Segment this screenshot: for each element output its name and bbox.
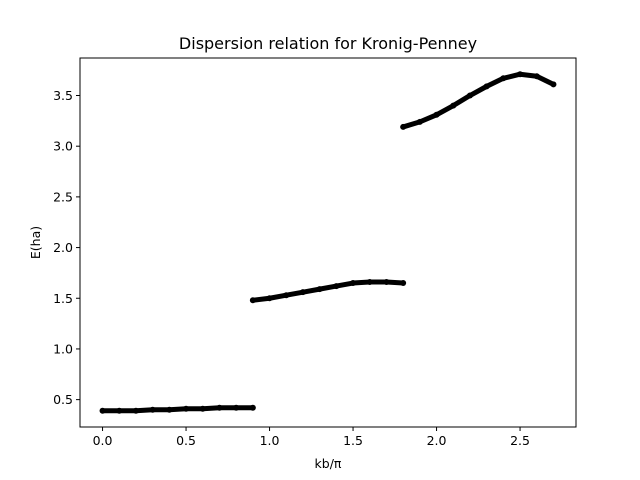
series-layer	[99, 71, 557, 414]
y-axis-label: E(ha)	[28, 226, 43, 259]
data-point	[99, 407, 106, 414]
band-3-curve	[400, 71, 556, 130]
data-point	[333, 283, 340, 290]
data-point	[249, 404, 256, 411]
x-tick-label: 2.0	[427, 433, 447, 448]
data-point	[433, 111, 440, 118]
y-tick-label: 2.5	[53, 189, 73, 204]
data-point	[199, 405, 206, 412]
data-point	[450, 102, 457, 109]
x-axis-ticks: 0.0 0.5 1.0 1.5 2.0 2.5	[93, 427, 530, 448]
y-tick-label: 1.0	[53, 341, 73, 356]
data-point	[149, 406, 156, 413]
data-point	[266, 295, 273, 302]
chart-title: Dispersion relation for Kronig-Penney	[179, 34, 477, 53]
data-point	[483, 83, 490, 90]
data-point	[400, 280, 407, 287]
y-axis-ticks: 0.5 1.0 1.5 2.0 2.5 3.0 3.5	[53, 88, 80, 407]
data-point	[132, 407, 139, 414]
x-tick-label: 2.5	[510, 433, 530, 448]
data-point	[316, 286, 323, 293]
data-point	[233, 404, 240, 411]
data-point	[166, 406, 173, 413]
x-axis-label: kb/π	[315, 456, 342, 471]
x-tick-label: 0.5	[176, 433, 196, 448]
band-1-curve	[100, 405, 256, 414]
data-point	[366, 279, 373, 286]
data-point	[350, 280, 357, 287]
data-point	[466, 92, 473, 99]
data-point	[283, 292, 290, 299]
data-point	[416, 118, 423, 125]
data-point	[383, 279, 390, 286]
x-tick-label: 1.5	[343, 433, 363, 448]
data-point	[517, 71, 524, 78]
y-tick-label: 1.5	[53, 291, 73, 306]
data-point	[533, 73, 540, 80]
data-point	[400, 123, 407, 130]
y-tick-label: 3.0	[53, 139, 73, 154]
data-point	[216, 404, 223, 411]
band-2-curve	[250, 279, 406, 303]
data-point	[116, 407, 123, 414]
data-point	[299, 289, 306, 296]
data-point	[500, 75, 507, 82]
data-point	[183, 405, 190, 412]
y-tick-label: 0.5	[53, 392, 73, 407]
data-point	[249, 297, 256, 304]
y-tick-label: 2.0	[53, 240, 73, 255]
axes-frame	[79, 57, 577, 428]
x-tick-label: 0.0	[93, 433, 113, 448]
x-tick-label: 1.0	[260, 433, 280, 448]
data-point	[550, 81, 557, 88]
y-tick-label: 3.5	[53, 88, 73, 103]
